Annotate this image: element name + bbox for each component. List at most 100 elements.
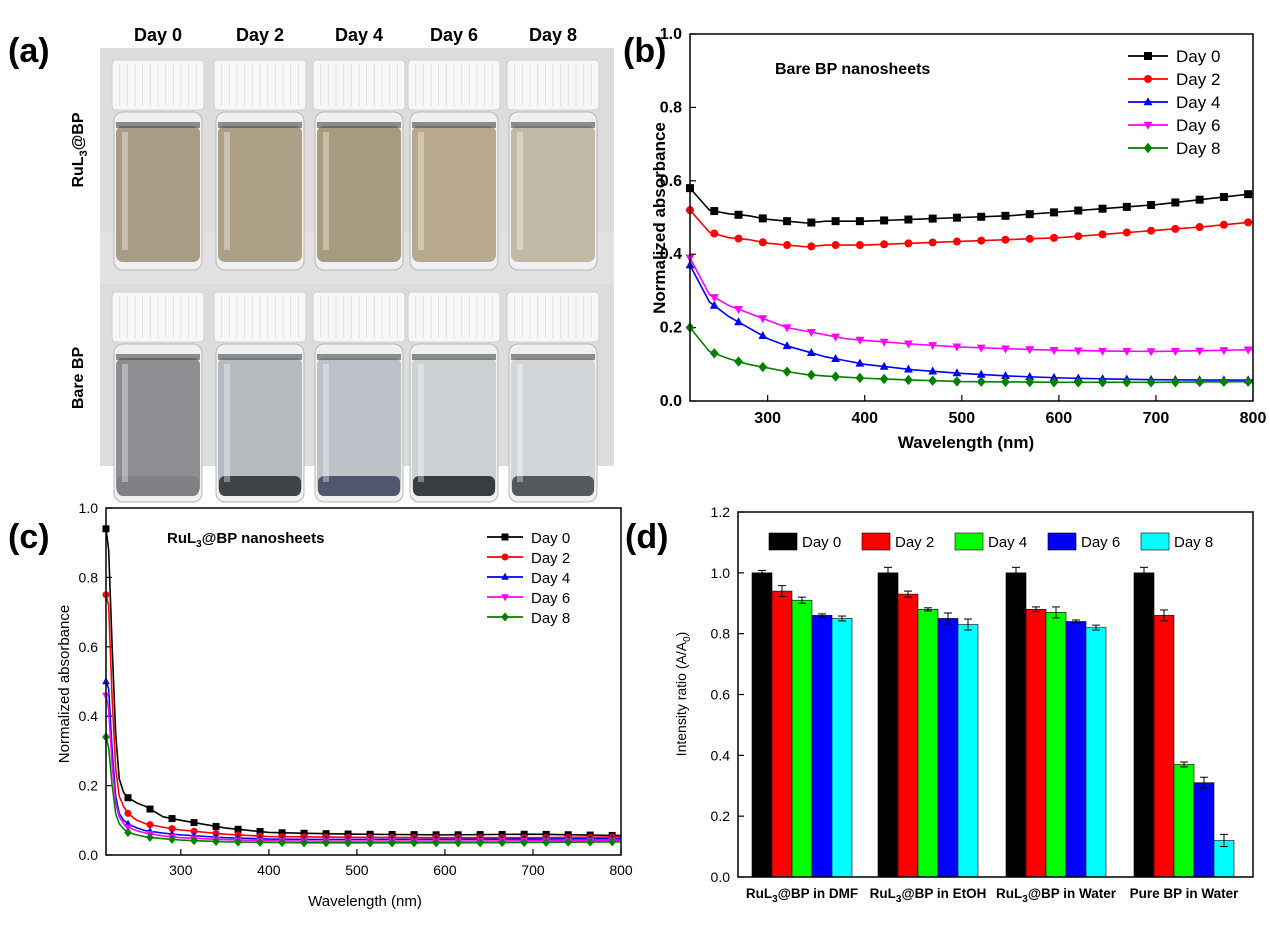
chart-b-plot: 300 400 500 600 700 800 0.0 0.2 0.4 0.6 0.8 1.0 Day … xyxy=(660,26,1267,427)
vial-rul3bp-day0 xyxy=(111,59,205,271)
chart-b-point xyxy=(734,306,743,315)
chart-c-xtick-label: 300 xyxy=(169,862,193,878)
row-label-bare-bp: Bare BP xyxy=(70,347,87,410)
chart-d-category-label-sub: 3 xyxy=(896,894,902,905)
chart-b-point xyxy=(1098,204,1107,213)
chart-d-bar xyxy=(1193,782,1215,878)
chart-b-point xyxy=(709,348,719,359)
chart-b-point xyxy=(1122,202,1131,211)
chart-c-point xyxy=(146,821,154,829)
chart-b-xtick-label: 600 xyxy=(1046,410,1073,427)
chart-c-legend-label: Day 6 xyxy=(531,590,570,607)
vial-meniscus xyxy=(511,122,595,128)
chart-b-point xyxy=(758,214,767,223)
vial-sediment xyxy=(117,476,199,496)
chart-b-point xyxy=(952,343,962,352)
vial-highlight xyxy=(224,132,230,250)
chart-b-point xyxy=(855,336,865,345)
chart-b-point xyxy=(734,356,743,367)
chart-b-point xyxy=(904,239,913,248)
vial-bare-bp-day0 xyxy=(111,291,205,503)
chart-b-frame xyxy=(689,33,1254,402)
vial-liquid xyxy=(116,126,200,262)
vial-rul3bp-day8 xyxy=(506,59,600,271)
day-label-6: Day 6 xyxy=(430,25,478,45)
chart-c-ytick-label: 0.6 xyxy=(79,639,99,655)
chart-b-xtick-label: 700 xyxy=(1143,410,1170,427)
chart-c-point xyxy=(190,836,198,846)
chart-b-point xyxy=(1171,198,1180,207)
chart-d-legend-swatch xyxy=(861,532,891,551)
chart-d-bar xyxy=(877,572,899,878)
chart-b-point xyxy=(782,366,792,377)
chart-c-point xyxy=(190,827,198,835)
chart-d-bar xyxy=(1065,621,1087,878)
chart-c-xtick-label: 400 xyxy=(257,862,281,878)
chart-d-bar xyxy=(1133,572,1155,878)
chart-b-point xyxy=(806,348,816,357)
chart-b-point xyxy=(1219,192,1228,201)
chart-b-point xyxy=(976,376,986,387)
chart-b-point xyxy=(855,372,865,384)
chart-b-point xyxy=(734,210,743,219)
chart-d-ytick-label: 0.4 xyxy=(711,747,731,763)
chart-c-legend-label: Day 4 xyxy=(531,570,570,587)
vial-rul3bp-day2 xyxy=(213,59,307,271)
day-label-8: Day 8 xyxy=(529,25,577,45)
chart-c-point xyxy=(432,838,440,848)
vial-meniscus xyxy=(511,354,595,360)
chart-b-point xyxy=(1146,348,1156,357)
chart-b-point xyxy=(976,344,986,353)
chart-c-point xyxy=(366,838,374,848)
chart-b-point xyxy=(1050,208,1059,217)
vial-rul3bp-day6 xyxy=(407,59,501,271)
vial-meniscus xyxy=(317,354,401,360)
chart-b-point xyxy=(855,358,865,367)
chart-b-point xyxy=(1244,218,1253,227)
chart-b-point xyxy=(904,215,913,224)
chart-d-category-label-tail: @BP in DMF xyxy=(778,886,858,901)
chart-c-point xyxy=(256,828,264,836)
panel-d-chart: (d) Intensity ratio (A/A0) 0.0 0.2 0.4 0.6 0… xyxy=(625,504,1254,905)
chart-b-ytick-label: 0.2 xyxy=(660,320,682,337)
chart-b-ytick-label: 0.6 xyxy=(660,173,682,190)
vial-highlight xyxy=(517,364,523,482)
chart-c-legend-marker xyxy=(501,612,509,622)
vial-sediment xyxy=(219,476,301,496)
chart-d-legend-label: Day 6 xyxy=(1081,534,1120,551)
chart-b-legend-label: Day 6 xyxy=(1176,116,1220,135)
chart-c-title: RuL3@BP nanosheets xyxy=(167,530,324,550)
chart-b-point xyxy=(904,364,913,373)
chart-c-point xyxy=(586,837,595,847)
chart-b-point xyxy=(806,369,816,381)
chart-b-point xyxy=(879,338,889,347)
chart-b-point xyxy=(758,361,768,373)
chart-b-point xyxy=(758,238,767,247)
chart-c-legend-label: Day 2 xyxy=(531,550,570,567)
chart-d-legend-swatch xyxy=(768,532,798,551)
chart-b-legend-marker xyxy=(1143,97,1153,106)
chart-b-legend-label: Day 2 xyxy=(1176,70,1220,89)
chart-d-category-label: Pure BP in Water xyxy=(1130,886,1240,901)
chart-b-line xyxy=(689,327,1254,384)
vial-meniscus xyxy=(116,122,200,128)
chart-c-point xyxy=(124,794,132,802)
chart-c-xtick-label: 800 xyxy=(609,862,633,878)
vial-liquid xyxy=(116,358,200,494)
chart-d-category-label-main: RuL xyxy=(746,886,772,901)
chart-d-bar xyxy=(917,609,939,878)
chart-b-point xyxy=(1001,345,1010,354)
chart-c-plot: 300 400 500 600 700 800 0.0 0.2 0.4 0.6 0.8 1.0 Day … xyxy=(79,500,633,878)
vial-sediment xyxy=(318,476,400,496)
chart-b-point xyxy=(977,236,986,245)
chart-b-point xyxy=(880,216,889,225)
chart-d-bar xyxy=(811,615,833,878)
chart-c-point xyxy=(542,837,551,847)
chart-b-point xyxy=(710,207,719,216)
chart-c-line xyxy=(105,681,622,841)
chart-b-point xyxy=(807,242,816,251)
chart-c-point xyxy=(278,838,286,848)
chart-c-point xyxy=(388,838,396,848)
chart-b-legend-marker xyxy=(1143,142,1153,154)
